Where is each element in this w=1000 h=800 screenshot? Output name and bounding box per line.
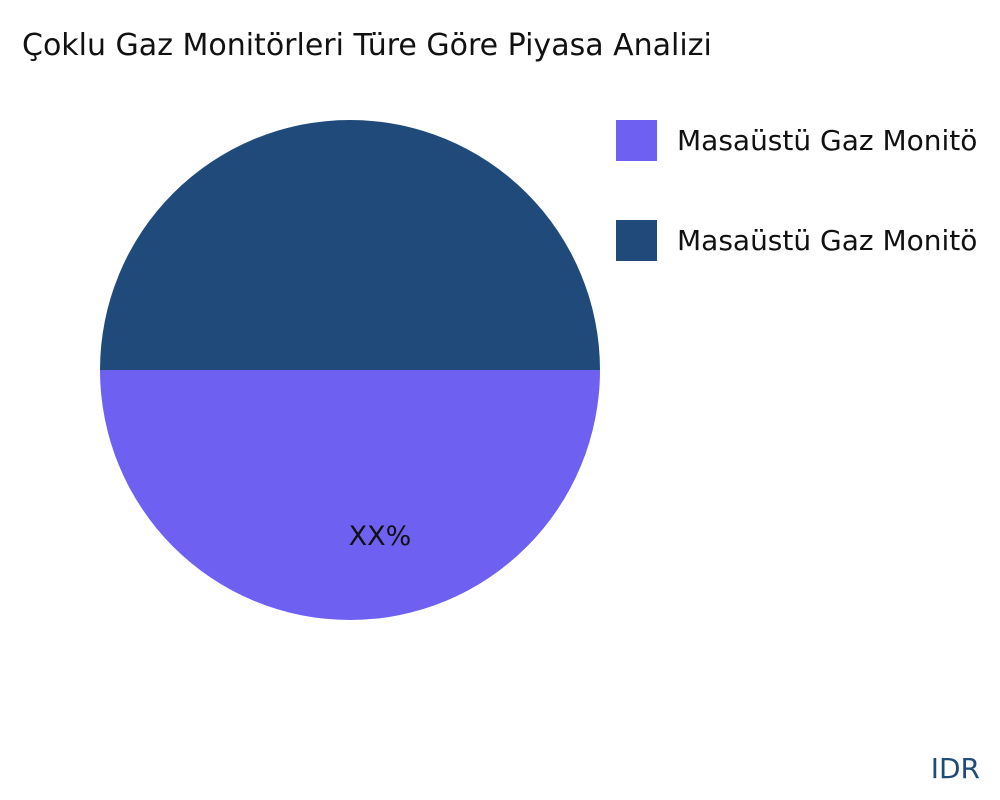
legend-item-1: Masaüstü Gaz Monitö — [616, 220, 977, 261]
pie-slice-1 — [100, 120, 600, 370]
chart-title: Çoklu Gaz Monitörleri Türe Göre Piyasa A… — [22, 28, 712, 63]
pie-slice-0 — [100, 370, 600, 620]
legend-swatch-1 — [616, 220, 657, 261]
legend-item-0: Masaüstü Gaz Monitö — [616, 120, 977, 161]
slice-label-1: XX% — [349, 521, 412, 552]
legend-label-1: Masaüstü Gaz Monitö — [677, 224, 978, 257]
legend-swatch-0 — [616, 120, 657, 161]
brand-logo: IDR — [930, 752, 980, 785]
legend-label-0: Masaüstü Gaz Monitö — [677, 124, 978, 157]
